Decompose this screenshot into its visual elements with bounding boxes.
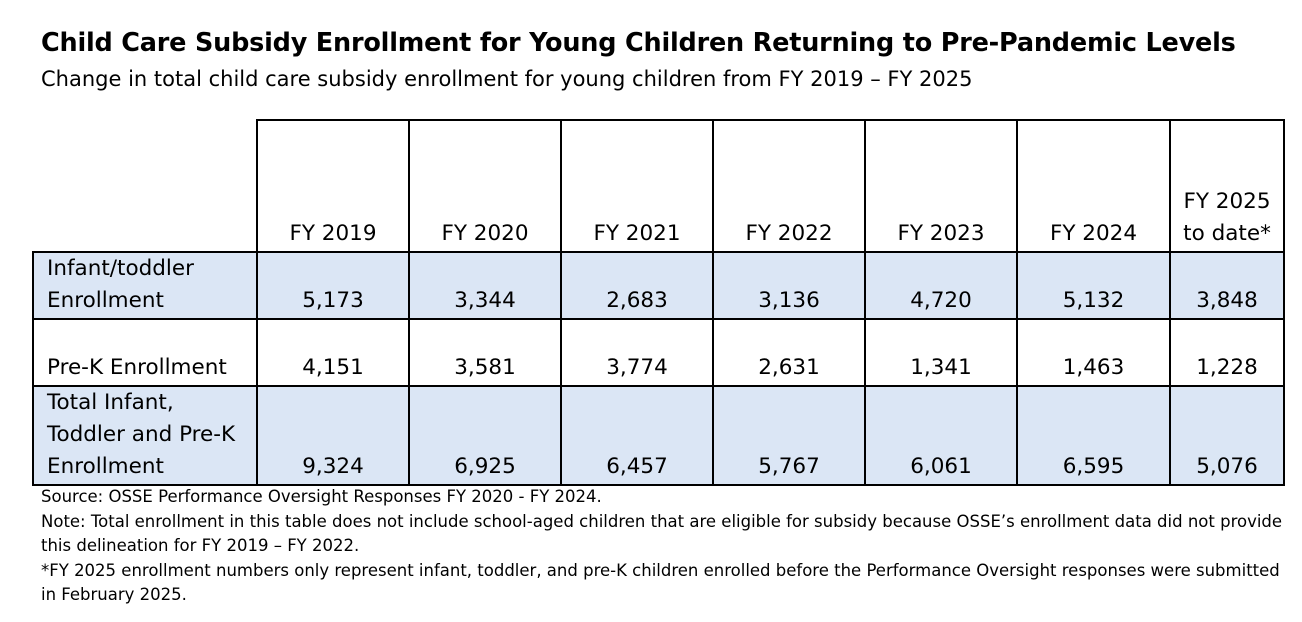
row-label: Total Infant, Toddler and Pre-K Enrollme… (32, 385, 258, 486)
notes-section: Source: OSSE Performance Oversight Respo… (41, 485, 1291, 608)
table-cell: 6,595 (1016, 385, 1171, 486)
table-cell: 4,151 (256, 318, 410, 387)
table-cell: 1,228 (1169, 318, 1285, 387)
table-cell: 9,324 (256, 385, 410, 486)
table-cell: 3,774 (560, 318, 714, 387)
corner-cell (33, 120, 257, 252)
table-cell: 5,173 (256, 251, 410, 320)
row-label: Infant/toddler Enrollment (32, 251, 258, 320)
table-cell: 3,344 (408, 251, 562, 320)
enrollment-table: FY 2019 FY 2020 FY 2021 FY 2022 FY 2023 … (32, 119, 1285, 486)
chart-subtitle: Change in total child care subsidy enrol… (41, 67, 973, 91)
row-label: Pre-K Enrollment (32, 318, 258, 387)
table-cell: 5,076 (1169, 385, 1285, 486)
table-cell: 1,341 (864, 318, 1018, 387)
table-cell: 3,136 (712, 251, 866, 320)
table-cell: 6,457 (560, 385, 714, 486)
chart-title: Child Care Subsidy Enrollment for Young … (41, 28, 1236, 58)
table-row-total: Total Infant, Toddler and Pre-K Enrollme… (32, 385, 1285, 486)
column-header: FY 2024 (1016, 119, 1171, 253)
table-cell: 6,061 (864, 385, 1018, 486)
table-cell: 6,925 (408, 385, 562, 486)
column-header: FY 2025 to date* (1169, 119, 1285, 253)
enrollment-note: Note: Total enrollment in this table doe… (41, 511, 1283, 556)
column-header: FY 2022 (712, 119, 866, 253)
table-cell: 2,683 (560, 251, 714, 320)
table-row-infant-toddler: Infant/toddler Enrollment 5,173 3,344 2,… (32, 251, 1285, 320)
table-cell: 4,720 (864, 251, 1018, 320)
column-header: FY 2019 (256, 119, 410, 253)
column-header: FY 2023 (864, 119, 1018, 253)
table-row-pre-k: Pre-K Enrollment 4,151 3,581 3,774 2,631… (32, 318, 1285, 387)
table-cell: 2,631 (712, 318, 866, 387)
table-cell: 3,848 (1169, 251, 1285, 320)
column-header: FY 2021 (560, 119, 714, 253)
table-cell: 1,463 (1016, 318, 1171, 387)
header-row: FY 2019 FY 2020 FY 2021 FY 2022 FY 2023 … (33, 119, 1285, 253)
table-cell: 3,581 (408, 318, 562, 387)
table-cell: 5,132 (1016, 251, 1171, 320)
source-note: Source: OSSE Performance Oversight Respo… (41, 487, 602, 506)
column-header: FY 2020 (408, 119, 562, 253)
footnote: *FY 2025 enrollment numbers only represe… (41, 560, 1280, 605)
table-cell: 5,767 (712, 385, 866, 486)
